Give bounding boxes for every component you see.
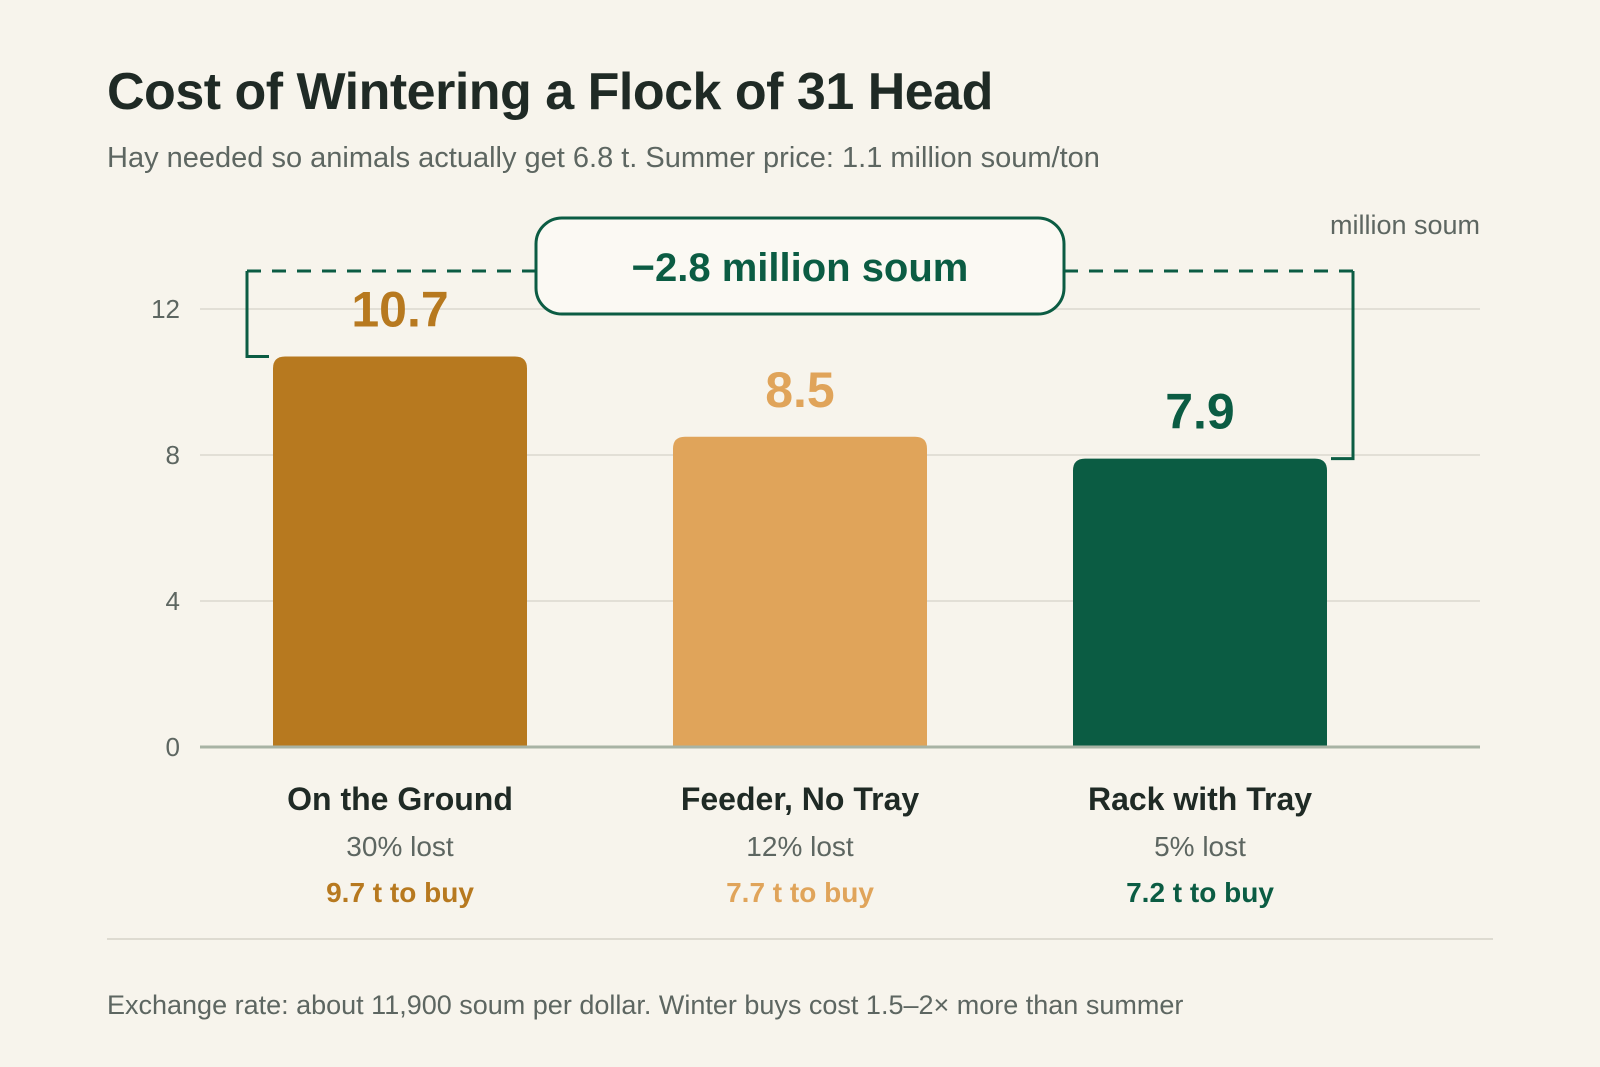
bracket-right-end [1331,271,1355,461]
y-tick-label: 8 [166,440,180,470]
y-tick-label: 4 [166,586,180,616]
x-tick-label: On the Ground [287,781,513,817]
x-tick-label: Feeder, No Tray [681,781,920,817]
bar [673,436,927,747]
data-label: 7.9 [1165,384,1235,440]
savings-callout-label: −2.8 million soum [632,246,969,290]
loss-label: 30% lost [346,831,454,862]
chart-title: Cost of Wintering a Flock of 31 Head [107,63,993,121]
buy-label: 7.2 t to buy [1126,877,1274,908]
loss-label: 5% lost [1154,831,1246,862]
savings-callout-box [534,216,1066,316]
bracket-left-end [245,271,269,358]
footnote: Exchange rate: about 11,900 soum per dol… [107,990,1184,1020]
x-tick-label: Rack with Tray [1088,781,1312,817]
loss-label: 12% lost [746,831,854,862]
footer-divider [107,938,1493,940]
y-tick-label: 12 [151,294,180,324]
y-tick-label: 0 [166,732,180,762]
y-axis-unit-label: million soum [1330,210,1480,240]
buy-label: 7.7 t to buy [726,877,874,908]
data-label: 10.7 [351,281,448,337]
bar [273,356,527,747]
chart-subtitle: Hay needed so animals actually get 6.8 t… [107,142,1100,174]
bar [1073,458,1327,747]
buy-label: 9.7 t to buy [326,877,474,908]
data-label: 8.5 [765,362,835,418]
